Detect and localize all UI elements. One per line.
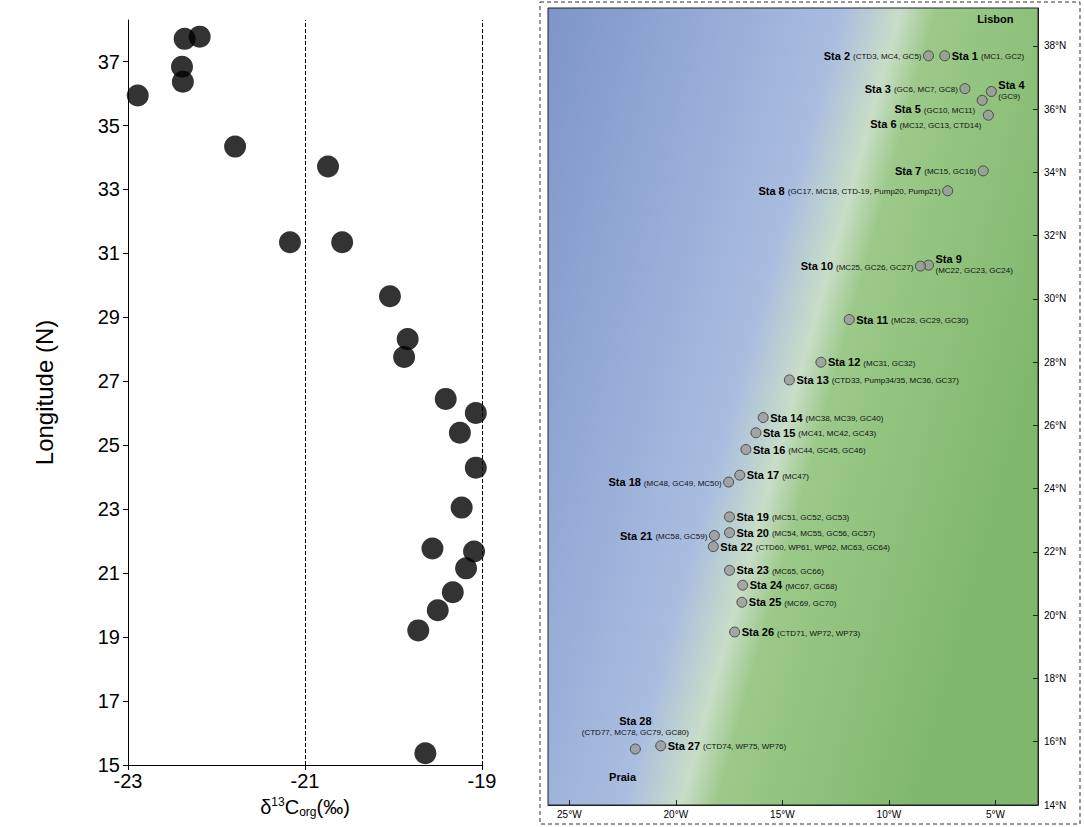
svg-text:(MC47): (MC47) bbox=[782, 472, 809, 481]
svg-text:(CTD60, WP61, WP62, MC63, GC64: (CTD60, WP61, WP62, MC63, GC64) bbox=[756, 543, 891, 552]
svg-text:(CTD3, MC4, GC5): (CTD3, MC4, GC5) bbox=[853, 52, 922, 61]
svg-text:Sta 3: Sta 3 bbox=[865, 83, 891, 95]
svg-text:25: 25 bbox=[98, 434, 120, 456]
svg-text:C: C bbox=[285, 796, 299, 818]
svg-text:Sta 7: Sta 7 bbox=[895, 165, 921, 177]
svg-text:Sta 17: Sta 17 bbox=[747, 469, 779, 481]
svg-text:14°N: 14°N bbox=[1044, 800, 1066, 811]
svg-text:(MC25, GC26, GC27): (MC25, GC26, GC27) bbox=[836, 263, 914, 272]
svg-text:Sta 2: Sta 2 bbox=[824, 50, 850, 62]
svg-text:Sta 14: Sta 14 bbox=[770, 412, 803, 424]
svg-text:(MC15, GC16): (MC15, GC16) bbox=[924, 167, 976, 176]
svg-text:(MC31, GC32): (MC31, GC32) bbox=[863, 359, 915, 368]
svg-text:Sta 4: Sta 4 bbox=[998, 79, 1025, 91]
svg-text:(MC38, MC39, GC40): (MC38, MC39, GC40) bbox=[806, 414, 884, 423]
svg-text:Sta 11: Sta 11 bbox=[856, 314, 888, 326]
svg-text:16°N: 16°N bbox=[1044, 736, 1066, 747]
svg-text:13: 13 bbox=[271, 795, 285, 809]
svg-text:(GC17, MC18, CTD-19, Pump20, P: (GC17, MC18, CTD-19, Pump20, Pump21) bbox=[788, 187, 941, 196]
svg-text:34°N: 34°N bbox=[1044, 167, 1066, 178]
svg-text:Sta 22: Sta 22 bbox=[720, 541, 752, 553]
svg-text:Longitude (N): Longitude (N) bbox=[31, 320, 58, 465]
svg-text:Sta 10: Sta 10 bbox=[801, 260, 833, 272]
svg-text:(MC65, GC66): (MC65, GC66) bbox=[772, 567, 824, 576]
svg-text:Sta 8: Sta 8 bbox=[758, 185, 784, 197]
svg-text:15: 15 bbox=[97, 754, 120, 776]
svg-text:5°W: 5°W bbox=[986, 809, 1006, 820]
svg-text:Sta 5: Sta 5 bbox=[894, 103, 920, 115]
svg-text:(CTD74, WP75, WP76): (CTD74, WP75, WP76) bbox=[703, 742, 786, 751]
svg-text:Sta 19: Sta 19 bbox=[737, 511, 769, 523]
svg-text:Sta 6: Sta 6 bbox=[870, 118, 896, 130]
svg-text:26°N: 26°N bbox=[1044, 420, 1066, 431]
svg-text:Sta 27: Sta 27 bbox=[668, 740, 700, 752]
svg-text:(MC48, GC49, MC50): (MC48, GC49, MC50) bbox=[644, 479, 722, 488]
svg-text:(GC10, MC11): (GC10, MC11) bbox=[924, 106, 976, 115]
svg-text:(GC9): (GC9) bbox=[998, 92, 1020, 101]
svg-text:19: 19 bbox=[98, 626, 120, 648]
svg-text:(MC28, GC29, GC30): (MC28, GC29, GC30) bbox=[891, 316, 969, 325]
svg-text:(CTD77, MC78, GC79, GC80): (CTD77, MC78, GC79, GC80) bbox=[582, 728, 689, 737]
svg-text:(MC12, GC13, CTD14): (MC12, GC13, CTD14) bbox=[900, 121, 982, 130]
svg-text:36°N: 36°N bbox=[1044, 104, 1066, 115]
svg-text:25°W: 25°W bbox=[557, 809, 582, 820]
svg-text:(MC1, GC2): (MC1, GC2) bbox=[981, 52, 1024, 61]
svg-text:Sta 1: Sta 1 bbox=[952, 50, 978, 62]
svg-text:29: 29 bbox=[98, 306, 120, 328]
svg-text:Sta 9: Sta 9 bbox=[935, 253, 961, 265]
svg-text:30°N: 30°N bbox=[1044, 293, 1066, 304]
svg-text:(MC41, MC42, GC43): (MC41, MC42, GC43) bbox=[798, 429, 876, 438]
svg-text:Sta 20: Sta 20 bbox=[737, 527, 769, 539]
svg-text:23: 23 bbox=[98, 498, 120, 520]
svg-text:Sta 16: Sta 16 bbox=[753, 444, 785, 456]
svg-text:(MC22, GC23, GC24): (MC22, GC23, GC24) bbox=[935, 266, 1013, 275]
svg-text:-21: -21 bbox=[291, 770, 320, 792]
svg-text:org: org bbox=[299, 805, 316, 819]
svg-text:Sta 25: Sta 25 bbox=[749, 596, 781, 608]
svg-text:(MC58, GC59): (MC58, GC59) bbox=[655, 532, 707, 541]
svg-text:31: 31 bbox=[98, 242, 120, 264]
svg-text:(CTD71, WP72, WP73): (CTD71, WP72, WP73) bbox=[777, 629, 860, 638]
svg-text:21: 21 bbox=[98, 562, 120, 584]
svg-text:-19: -19 bbox=[468, 770, 497, 792]
svg-text:δ: δ bbox=[260, 796, 271, 818]
svg-text:(MC67, GC68): (MC67, GC68) bbox=[785, 582, 837, 591]
svg-text:Sta 15: Sta 15 bbox=[763, 427, 795, 439]
svg-text:(MC44, GC45, GC46): (MC44, GC45, GC46) bbox=[788, 446, 866, 455]
svg-text:Sta 21: Sta 21 bbox=[620, 530, 652, 542]
svg-text:Sta 13: Sta 13 bbox=[796, 374, 828, 386]
svg-text:15°W: 15°W bbox=[770, 809, 795, 820]
svg-text:20°W: 20°W bbox=[664, 809, 689, 820]
svg-text:20°N: 20°N bbox=[1044, 610, 1066, 621]
svg-text:28°N: 28°N bbox=[1044, 357, 1066, 368]
svg-text:33: 33 bbox=[98, 178, 120, 200]
svg-text:37: 37 bbox=[98, 51, 120, 73]
svg-text:10°W: 10°W bbox=[877, 809, 902, 820]
svg-text:Sta 18: Sta 18 bbox=[608, 476, 640, 488]
svg-text:(MC54, MC55, GC56, GC57): (MC54, MC55, GC56, GC57) bbox=[772, 529, 875, 538]
svg-text:22°N: 22°N bbox=[1044, 546, 1066, 557]
svg-text:(MC51, GC52, GC53): (MC51, GC52, GC53) bbox=[772, 513, 850, 522]
svg-text:Sta 28: Sta 28 bbox=[619, 715, 651, 727]
svg-text:Praia: Praia bbox=[609, 771, 637, 783]
svg-text:27: 27 bbox=[98, 370, 120, 392]
svg-text:Sta 12: Sta 12 bbox=[828, 356, 860, 368]
svg-text:Sta 26: Sta 26 bbox=[742, 626, 774, 638]
svg-text:(CTD33, Pump34/35, MC36, GC37): (CTD33, Pump34/35, MC36, GC37) bbox=[832, 376, 959, 385]
svg-text:Sta 24: Sta 24 bbox=[750, 579, 783, 591]
svg-text:(‰): (‰) bbox=[316, 796, 349, 818]
svg-text:-23: -23 bbox=[114, 770, 143, 792]
svg-text:32°N: 32°N bbox=[1044, 230, 1066, 241]
svg-text:(MC69, GC70): (MC69, GC70) bbox=[784, 599, 836, 608]
svg-text:(GC6, MC7, GC8): (GC6, MC7, GC8) bbox=[894, 85, 958, 94]
svg-text:35: 35 bbox=[98, 115, 120, 137]
svg-text:38°N: 38°N bbox=[1044, 40, 1066, 51]
svg-text:24°N: 24°N bbox=[1044, 483, 1066, 494]
svg-text:Lisbon: Lisbon bbox=[977, 13, 1013, 25]
svg-text:Sta 23: Sta 23 bbox=[737, 564, 769, 576]
svg-text:17: 17 bbox=[98, 690, 120, 712]
svg-text:18°N: 18°N bbox=[1044, 673, 1066, 684]
